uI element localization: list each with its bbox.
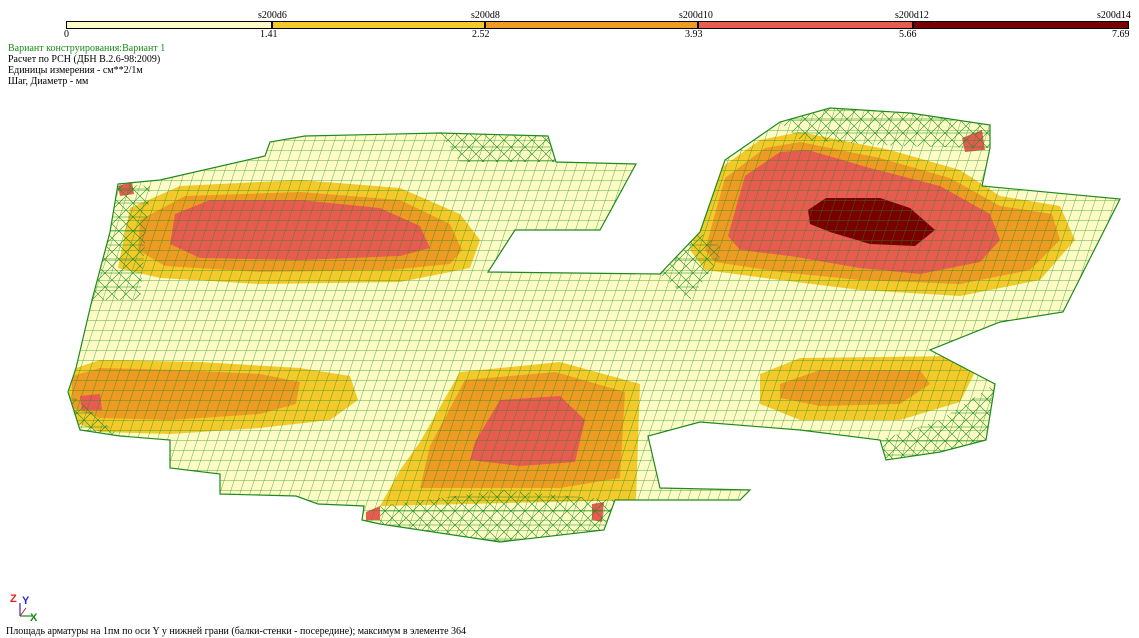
axis-x-label: X bbox=[30, 612, 38, 622]
legend-bar-3 bbox=[485, 21, 698, 29]
legend-bar-4 bbox=[698, 21, 913, 29]
legend-bar-2 bbox=[272, 21, 485, 29]
units: Единицы измерения - см**2/1м bbox=[8, 65, 143, 76]
legend-value-4: 5.66 bbox=[899, 29, 917, 40]
design-variant: Вариант конструирования:Вариант 1 bbox=[8, 43, 166, 54]
color-legend: s200d6 s200d8 s200d10 s200d12 s200d14 0 … bbox=[0, 0, 1139, 40]
legend-value-5: 7.69 bbox=[1112, 29, 1130, 40]
axis-y-label: Y bbox=[22, 595, 30, 607]
legend-value-3: 3.93 bbox=[685, 29, 703, 40]
legend-reinf-5: s200d14 bbox=[1097, 10, 1131, 21]
legend-bar-1 bbox=[66, 21, 272, 29]
legend-reinf-4: s200d12 bbox=[895, 10, 929, 21]
legend-value-0: 0 bbox=[64, 29, 69, 40]
legend-value-1: 1.41 bbox=[260, 29, 278, 40]
axes-indicator: Z Y X bbox=[10, 593, 38, 622]
legend-reinf-1: s200d6 bbox=[258, 10, 287, 21]
axis-z-label: Z bbox=[10, 593, 17, 605]
legend-reinf-3: s200d10 bbox=[679, 10, 713, 21]
calc-norm: Расчет по РСН (ДБН В.2.6-98:2009) bbox=[8, 54, 161, 65]
slab-fill bbox=[68, 108, 1120, 542]
legend-value-2: 2.52 bbox=[472, 29, 490, 40]
plot-caption: Площадь арматуры на 1пм по оси Y у нижне… bbox=[6, 626, 467, 637]
step-diameter: Шаг, Диаметр - мм bbox=[8, 76, 89, 87]
info-block: Вариант конструирования:Вариант 1 Расчет… bbox=[8, 43, 165, 87]
legend-reinf-2: s200d8 bbox=[471, 10, 500, 21]
legend-bar-5 bbox=[913, 21, 1129, 29]
